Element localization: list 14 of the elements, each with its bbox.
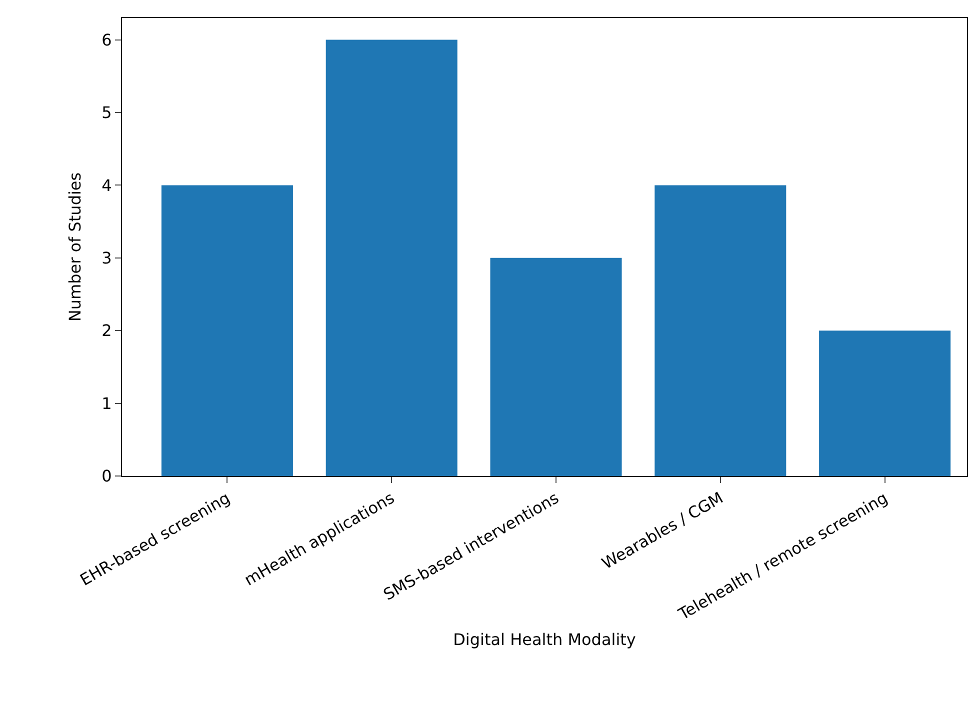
y-tick-label: 0 (102, 466, 112, 486)
x-axis-title: Digital Health Modality (453, 630, 636, 649)
y-tick-label: 4 (102, 176, 112, 195)
y-tick-label: 5 (102, 103, 112, 122)
bar (819, 330, 951, 476)
bar (326, 40, 458, 476)
y-tick-label: 6 (102, 30, 112, 50)
bar (161, 185, 293, 476)
y-tick-label: 1 (102, 394, 112, 413)
y-axis-title: Number of Studies (66, 172, 85, 322)
bar (654, 185, 786, 476)
y-tick-label: 2 (102, 321, 112, 340)
bar (490, 258, 622, 476)
y-tick-label: 3 (102, 248, 112, 268)
